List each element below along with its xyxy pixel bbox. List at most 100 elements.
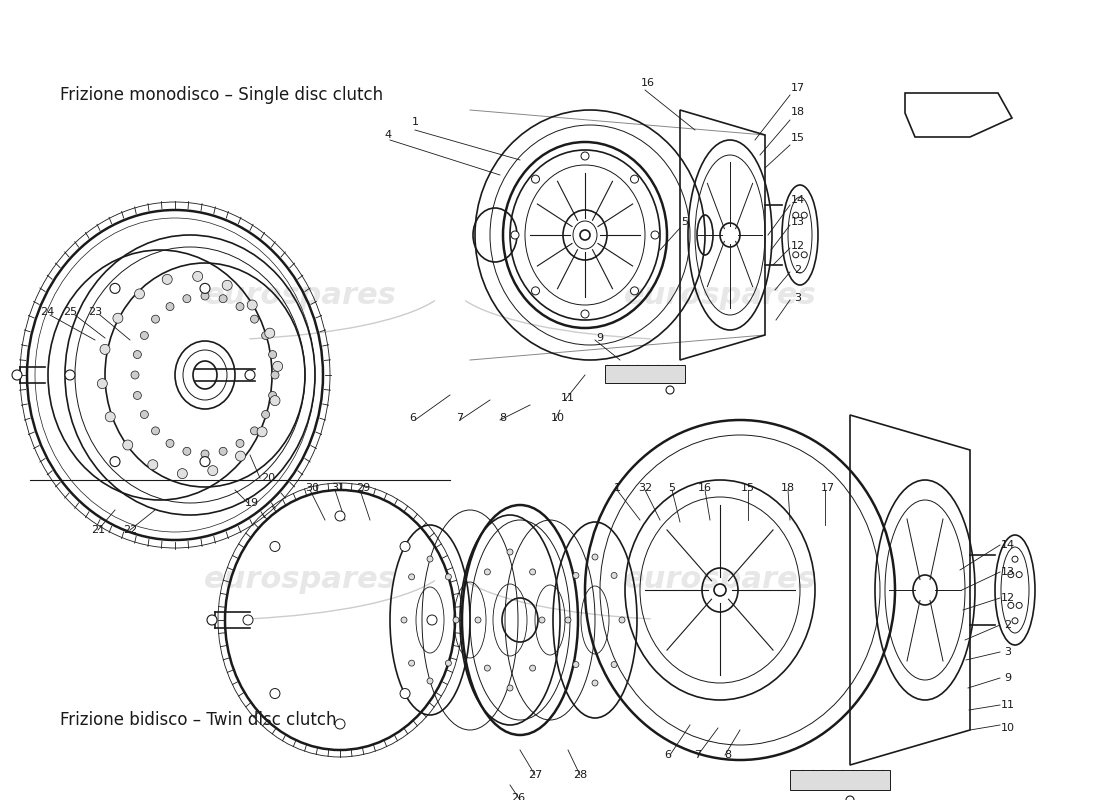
Circle shape [651,231,659,239]
Circle shape [801,212,807,218]
Circle shape [183,447,191,455]
Text: eurospares: eurospares [624,281,816,310]
Circle shape [268,391,276,399]
Circle shape [110,457,120,466]
Circle shape [141,331,149,339]
Circle shape [245,370,255,380]
Text: 18: 18 [791,107,805,117]
Circle shape [529,665,536,671]
Circle shape [573,662,579,667]
Circle shape [235,451,245,461]
Text: 28: 28 [573,770,587,780]
Circle shape [123,440,133,450]
Circle shape [147,460,157,470]
Circle shape [177,469,187,478]
Text: 15: 15 [741,483,755,493]
Text: 6: 6 [664,750,671,760]
Text: eurospares: eurospares [204,566,396,594]
Text: 31: 31 [331,483,345,493]
Text: 7: 7 [456,413,463,423]
Text: 8: 8 [725,750,732,760]
Circle shape [183,294,191,302]
Circle shape [512,231,519,239]
Circle shape [192,271,202,282]
Circle shape [113,314,123,323]
Text: 6: 6 [409,413,417,423]
Circle shape [134,289,144,299]
Circle shape [592,554,598,560]
Circle shape [666,386,674,394]
Text: 21: 21 [91,525,106,535]
Circle shape [446,660,451,666]
Circle shape [507,685,513,691]
Circle shape [265,328,275,338]
Text: 11: 11 [1001,700,1015,710]
Circle shape [141,410,149,418]
Circle shape [1012,618,1018,624]
Text: 14: 14 [791,195,805,205]
Circle shape [133,350,142,358]
Circle shape [612,573,617,578]
Circle shape [581,310,589,318]
Circle shape [846,796,854,800]
Bar [605,365,685,383]
Circle shape [453,617,459,623]
Text: 32: 32 [638,483,652,493]
Circle shape [427,678,433,684]
Circle shape [100,344,110,354]
Text: 19: 19 [245,498,260,508]
Circle shape [1016,571,1022,578]
Circle shape [714,584,726,596]
Circle shape [131,371,139,379]
Circle shape [580,230,590,240]
Text: 9: 9 [1004,673,1012,683]
Text: 25: 25 [63,307,77,317]
Circle shape [200,457,210,466]
Circle shape [273,362,283,371]
Circle shape [248,300,257,310]
Text: 3: 3 [794,293,802,303]
Text: 1: 1 [411,117,418,127]
Circle shape [207,615,217,625]
Circle shape [268,350,276,358]
Text: 22: 22 [123,525,138,535]
Circle shape [801,252,807,258]
Text: 26: 26 [510,793,525,800]
Circle shape [270,396,280,406]
Circle shape [236,302,244,310]
Circle shape [219,447,227,455]
Circle shape [270,689,279,698]
Circle shape [507,549,513,555]
Circle shape [427,556,433,562]
Circle shape [793,252,799,258]
Circle shape [793,212,799,218]
Text: 2: 2 [1004,620,1012,630]
Text: 15: 15 [791,133,805,143]
Circle shape [408,660,415,666]
Text: 7: 7 [694,750,702,760]
Circle shape [236,439,244,447]
Text: 11: 11 [561,393,575,403]
Circle shape [484,665,491,671]
Circle shape [484,569,491,575]
Circle shape [565,617,571,623]
Circle shape [402,617,407,623]
Text: 10: 10 [551,413,565,423]
Circle shape [106,412,116,422]
Polygon shape [905,93,1012,137]
Text: 2: 2 [794,265,802,275]
Circle shape [427,615,437,625]
Circle shape [110,283,120,294]
Text: 16: 16 [641,78,654,88]
Circle shape [630,287,638,295]
Circle shape [201,450,209,458]
Circle shape [539,617,544,623]
Text: 12: 12 [791,241,805,251]
Text: eurospares: eurospares [624,566,816,594]
Circle shape [162,274,173,284]
Circle shape [1012,556,1018,562]
Circle shape [336,719,345,729]
Circle shape [251,427,258,435]
Circle shape [408,574,415,580]
Circle shape [475,617,481,623]
